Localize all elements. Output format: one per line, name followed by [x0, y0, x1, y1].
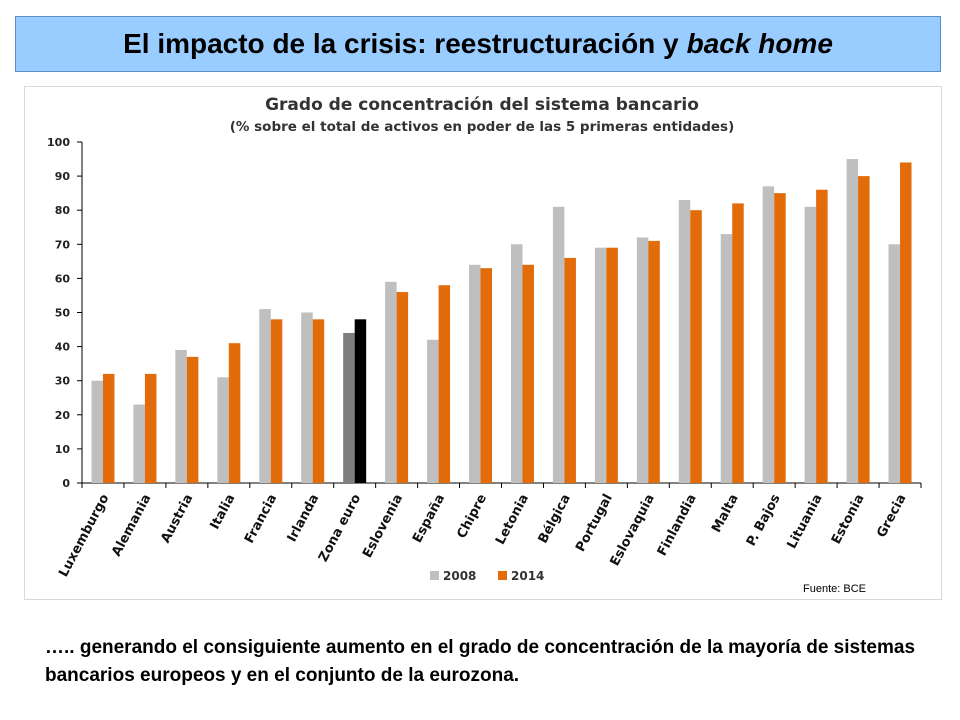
x-category-label: Lituania: [784, 492, 825, 552]
bar-chart: Grado de concentración del sistema banca…: [47, 95, 922, 583]
bar-2014: [438, 285, 451, 483]
bar-2014: [606, 247, 618, 483]
bar-2008: [343, 332, 355, 483]
bar-2014: [396, 292, 409, 483]
x-category-label: P. Bajos: [744, 492, 784, 549]
x-category-label: Estonia: [829, 492, 868, 547]
bar-2014: [858, 176, 870, 483]
x-category-label: Eslovenia: [360, 492, 406, 561]
x-category-label: Irlanda: [285, 492, 323, 545]
legend-swatch-2008: [430, 571, 439, 580]
chart-frame: Grado de concentración del sistema banca…: [24, 86, 942, 600]
x-category-label: España: [410, 492, 448, 546]
y-tick-label: 10: [55, 443, 71, 456]
y-tick-label: 50: [55, 307, 71, 320]
bar-2008: [636, 237, 649, 483]
x-category-label: Malta: [709, 492, 742, 535]
y-tick-label: 100: [47, 136, 70, 149]
bar-2014: [816, 189, 828, 483]
y-tick-label: 60: [55, 272, 71, 285]
bar-2014: [228, 343, 241, 483]
chart-subtitle: (% sobre el total de activos en poder de…: [230, 119, 735, 135]
bar-2008: [846, 159, 859, 484]
bar-2008: [720, 234, 733, 483]
x-category-label: Finlandia: [655, 492, 700, 559]
bar-2014: [900, 162, 912, 483]
bar-2008: [133, 404, 145, 483]
bar-2014: [312, 319, 325, 483]
y-tick-label: 30: [55, 375, 71, 388]
chart-title: Grado de concentración del sistema banca…: [265, 95, 699, 115]
x-category-label: Chipre: [454, 492, 490, 541]
legend-label: 2008: [443, 569, 476, 583]
bar-2014: [522, 264, 534, 483]
slide-title-banner: El impacto de la crisis: reestructuració…: [15, 16, 941, 72]
bar-2008: [804, 206, 817, 483]
bar-2008: [217, 377, 229, 483]
bar-2014: [690, 210, 702, 483]
y-tick-label: 70: [55, 238, 71, 251]
bar-2014: [270, 319, 283, 483]
bar-2014: [774, 193, 786, 483]
bar-2014: [732, 203, 744, 483]
x-category-label: Alemania: [109, 492, 154, 559]
x-category-label: Letonia: [493, 492, 532, 547]
legend-label: 2014: [511, 569, 544, 583]
source-note: Fuente: BCE: [803, 583, 866, 595]
x-category-label: Luxemburgo: [56, 492, 112, 580]
y-tick-label: 40: [55, 341, 71, 354]
x-category-label: Eslovaquia: [608, 492, 658, 569]
bar-2008: [552, 206, 565, 483]
x-category-label: Bélgica: [536, 492, 574, 546]
bar-2008: [678, 199, 691, 483]
bar-2014: [102, 373, 115, 483]
x-category-label: Italia: [208, 492, 239, 532]
slide-title-italic: back home: [686, 28, 833, 59]
y-tick-label: 0: [62, 477, 70, 490]
legend-swatch-2014: [498, 571, 507, 580]
x-category-label: Zona euro: [316, 492, 364, 565]
footer-caption: ….. generando el consiguiente aumento en…: [45, 637, 916, 686]
bar-2008: [888, 244, 901, 483]
x-category-label: Grecia: [874, 492, 909, 540]
slide-title: El impacto de la crisis: reestructuració…: [123, 28, 679, 59]
x-category-label: Francia: [242, 492, 280, 546]
bar-2008: [91, 380, 103, 483]
y-tick-label: 20: [55, 409, 71, 422]
bar-2014: [564, 257, 576, 483]
bar-2014: [144, 373, 157, 483]
bar-2008: [510, 244, 523, 483]
bar-2014: [354, 319, 367, 483]
bar-2008: [427, 339, 439, 483]
bar-2008: [175, 350, 187, 483]
x-category-label: Portugal: [573, 492, 616, 555]
bar-2008: [594, 247, 607, 483]
x-category-label: Austria: [158, 492, 196, 546]
bar-2008: [385, 281, 397, 483]
y-tick-label: 80: [55, 204, 71, 217]
bar-2008: [301, 312, 313, 483]
bar-2014: [186, 356, 199, 483]
bar-2014: [648, 240, 660, 483]
y-tick-label: 90: [55, 170, 71, 183]
bar-2008: [762, 186, 775, 483]
bar-2008: [469, 264, 481, 483]
bar-2014: [480, 268, 493, 483]
bar-2008: [259, 309, 271, 483]
